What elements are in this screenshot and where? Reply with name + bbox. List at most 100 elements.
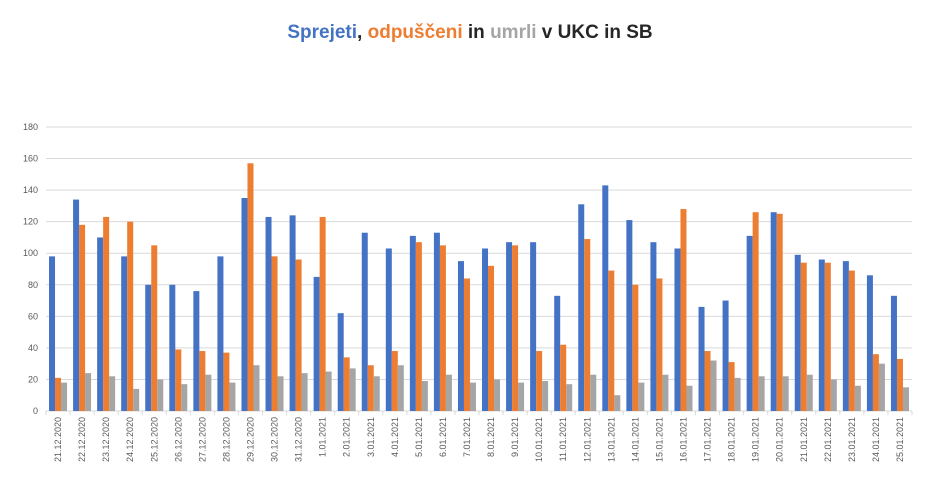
x-tick-label: 12.01.2021 — [582, 417, 592, 462]
x-tick-label: 10.01.2021 — [534, 417, 544, 462]
bar-sprejeti — [169, 284, 176, 411]
x-tick-label: 16.01.2021 — [678, 417, 688, 462]
bar-odpueni — [319, 216, 326, 411]
bar-umrli — [205, 374, 212, 411]
bar-umrli — [61, 382, 68, 411]
bar-odpueni — [512, 245, 519, 411]
x-tick-label: 22.01.2021 — [823, 417, 833, 462]
x-tick-label: 23.12.2020 — [101, 417, 111, 462]
bar-sprejeti — [265, 216, 272, 411]
bar-odpueni — [463, 278, 470, 411]
bar-umrli — [397, 365, 404, 411]
bar-sprejeti — [890, 295, 897, 411]
bar-umrli — [590, 374, 597, 411]
bar-sprejeti — [121, 256, 128, 411]
x-tick-label: 24.01.2021 — [871, 417, 881, 462]
bar-odpueni — [343, 357, 350, 411]
bar-umrli — [566, 384, 573, 411]
x-tick-label: 18.01.2021 — [727, 417, 737, 462]
x-tick-label: 6.01.2021 — [438, 417, 448, 457]
y-tick-label: 100 — [23, 248, 38, 258]
bar-umrli — [662, 374, 669, 411]
bar-sprejeti — [770, 212, 777, 411]
bar-odpueni — [632, 284, 639, 411]
x-tick-label: 22.12.2020 — [77, 417, 87, 462]
bar-sprejeti — [722, 300, 729, 411]
bar-umrli — [253, 365, 260, 411]
x-tick-label: 20.01.2021 — [775, 417, 785, 462]
x-tick-label: 8.01.2021 — [486, 417, 496, 457]
bar-odpueni — [896, 358, 903, 411]
bar-umrli — [614, 395, 621, 411]
bar-umrli — [277, 376, 284, 411]
title-part: umrli — [490, 22, 537, 43]
bar-odpueni — [391, 351, 398, 411]
bar-umrli — [782, 376, 789, 411]
bar-umrli — [349, 368, 356, 411]
bar-sprejeti — [193, 291, 200, 411]
bar-sprejeti — [313, 276, 320, 411]
x-tick-label: 26.12.2020 — [173, 417, 183, 462]
bar-sprejeti — [409, 235, 416, 411]
bar-odpueni — [656, 278, 663, 411]
y-tick-label: 60 — [28, 311, 38, 321]
x-tick-label: 21.12.2020 — [53, 417, 63, 462]
x-tick-label: 1.01.2021 — [318, 417, 328, 457]
bar-umrli — [181, 384, 188, 411]
bar-umrli — [469, 382, 476, 411]
bar-odpueni — [295, 259, 302, 411]
bar-sprejeti — [554, 295, 561, 411]
bar-sprejeti — [73, 199, 80, 411]
x-tick-label: 27.12.2020 — [197, 417, 207, 462]
bar-odpueni — [223, 352, 230, 411]
bar-odpueni — [872, 354, 879, 411]
bar-odpueni — [55, 377, 62, 411]
x-tick-label: 11.01.2021 — [558, 417, 568, 461]
bar-sprejeti — [337, 313, 344, 411]
bar-umrli — [758, 376, 765, 411]
title-part: odpuščeni — [367, 22, 463, 43]
y-tick-label: 120 — [23, 217, 38, 227]
bar-sprejeti — [289, 215, 296, 411]
x-tick-label: 25.01.2021 — [895, 417, 905, 462]
bar-odpueni — [415, 242, 422, 411]
y-tick-label: 20 — [28, 374, 38, 384]
bar-odpueni — [247, 163, 254, 411]
bar-umrli — [902, 387, 909, 411]
bar-odpueni — [175, 349, 182, 411]
bar-odpueni — [536, 351, 543, 411]
x-tick-label: 23.01.2021 — [847, 417, 857, 462]
title-part: Sprejeti — [287, 22, 358, 43]
x-tick-label: 30.12.2020 — [270, 417, 280, 462]
bar-odpueni — [728, 362, 735, 411]
bar-umrli — [445, 374, 452, 411]
bar-odpueni — [776, 213, 783, 411]
bar-umrli — [686, 385, 693, 411]
bar-umrli — [421, 381, 428, 411]
bar-sprejeti — [530, 242, 537, 411]
bar-umrli — [133, 388, 140, 411]
bar-umrli — [494, 379, 501, 411]
bar-umrli — [878, 363, 885, 411]
bar-sprejeti — [49, 256, 56, 411]
bar-odpueni — [151, 245, 158, 411]
bar-umrli — [325, 371, 332, 411]
y-tick-label: 160 — [23, 154, 38, 164]
x-tick-label: 2.01.2021 — [342, 417, 352, 457]
bar-odpueni — [439, 245, 446, 411]
y-tick-label: 40 — [28, 343, 38, 353]
bar-odpueni — [127, 221, 134, 411]
x-tick-label: 17.01.2021 — [703, 417, 713, 462]
bar-sprejeti — [145, 284, 152, 411]
title-part: v UKC in SB — [536, 22, 653, 43]
bar-umrli — [85, 373, 92, 411]
bar-sprejeti — [433, 232, 440, 411]
bar-odpueni — [608, 270, 615, 411]
x-tick-label: 13.01.2021 — [606, 417, 616, 462]
bar-odpueni — [199, 351, 206, 411]
bar-sprejeti — [97, 237, 104, 411]
title-part: , — [357, 22, 368, 43]
chart-title: Sprejeti, odpuščeni in umrli v UKC in SB — [0, 22, 940, 44]
x-tick-label: 28.12.2020 — [221, 417, 231, 462]
bar-umrli — [229, 382, 236, 411]
